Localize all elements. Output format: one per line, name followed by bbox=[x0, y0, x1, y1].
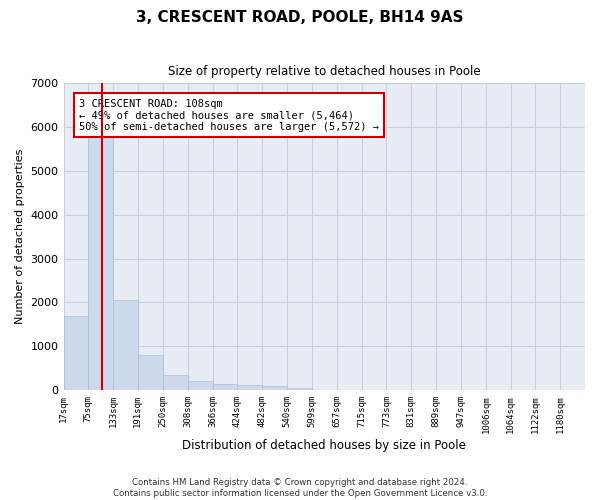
Bar bbox=[163, 375, 188, 390]
X-axis label: Distribution of detached houses by size in Poole: Distribution of detached houses by size … bbox=[182, 440, 466, 452]
Bar bbox=[188, 382, 212, 390]
Text: 3, CRESCENT ROAD, POOLE, BH14 9AS: 3, CRESCENT ROAD, POOLE, BH14 9AS bbox=[136, 10, 464, 25]
Y-axis label: Number of detached properties: Number of detached properties bbox=[15, 149, 25, 324]
Bar bbox=[262, 386, 287, 390]
Bar bbox=[287, 388, 312, 390]
Text: 3 CRESCENT ROAD: 108sqm
← 49% of detached houses are smaller (5,464)
50% of semi: 3 CRESCENT ROAD: 108sqm ← 49% of detache… bbox=[79, 98, 379, 132]
Bar bbox=[212, 384, 238, 390]
Title: Size of property relative to detached houses in Poole: Size of property relative to detached ho… bbox=[168, 65, 481, 78]
Text: Contains HM Land Registry data © Crown copyright and database right 2024.
Contai: Contains HM Land Registry data © Crown c… bbox=[113, 478, 487, 498]
Bar bbox=[64, 316, 88, 390]
Bar bbox=[113, 300, 138, 390]
Bar bbox=[88, 136, 113, 390]
Bar bbox=[238, 385, 262, 390]
Bar bbox=[138, 355, 163, 390]
